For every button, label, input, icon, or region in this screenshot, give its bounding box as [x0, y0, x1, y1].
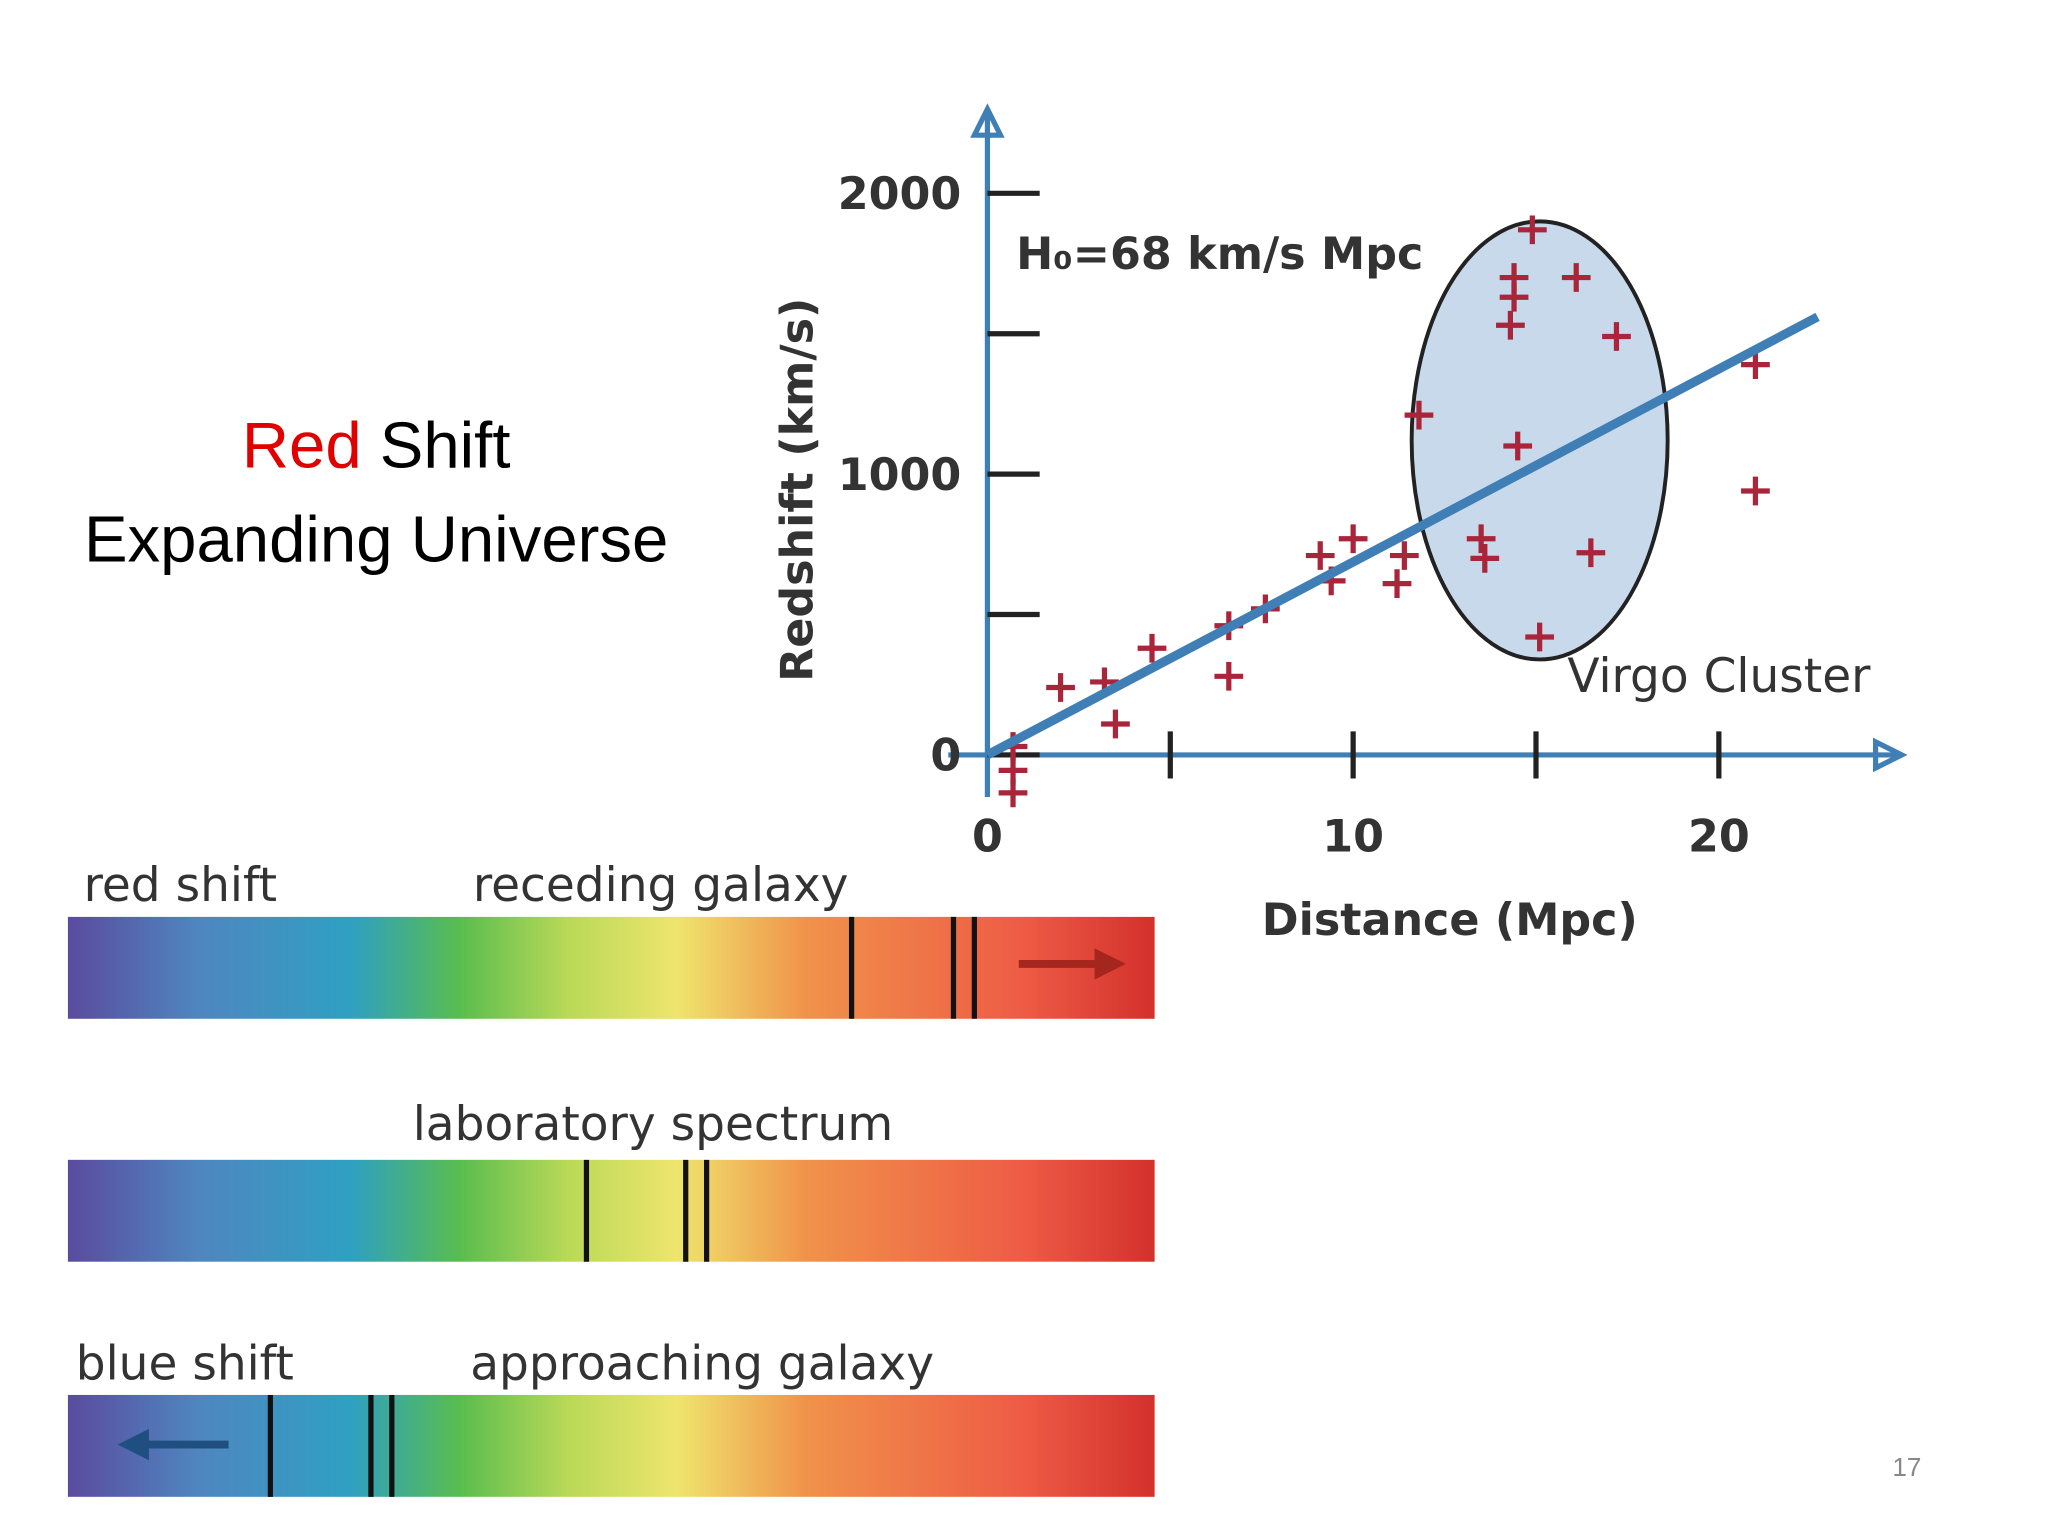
absorption-lines — [583, 1159, 710, 1262]
point — [1466, 524, 1496, 554]
spectrum-bar — [67, 916, 1155, 1019]
x-tick-label: 10 — [1322, 812, 1384, 863]
spectrum-label: blue shift — [76, 1336, 294, 1391]
point — [1576, 538, 1606, 568]
point — [1561, 263, 1591, 292]
fit-line — [985, 312, 1820, 759]
absorption-lines — [848, 916, 977, 1019]
point — [1470, 544, 1500, 573]
x-tick-label: 0 — [972, 812, 1003, 863]
point — [1602, 322, 1631, 351]
spectrum-label: laboratory spectrum — [413, 1097, 893, 1152]
arrow-head — [117, 1428, 149, 1461]
point — [1741, 350, 1770, 379]
slide-subtitle: Expanding Universe — [84, 503, 668, 576]
title-red: Red — [242, 409, 362, 482]
chart: Virgo Cluster 0 1000 2000 0 10 20 Distance (Mpc… — [772, 103, 1908, 946]
point — [1741, 476, 1770, 506]
point — [1404, 400, 1434, 430]
x-axis-arrow — [1872, 737, 1908, 773]
slide-title: Red Shift — [242, 409, 511, 482]
point — [1389, 541, 1419, 570]
spectrum-label: receding galaxy — [473, 858, 849, 913]
point — [1517, 215, 1547, 245]
point — [1137, 633, 1167, 663]
spectrum-label: approaching galaxy — [470, 1336, 934, 1391]
y-tick-label: 0 — [930, 731, 961, 782]
point — [1101, 709, 1130, 739]
spectra: red shift receding galaxy laboratory spe… — [67, 858, 1155, 1497]
point — [1382, 569, 1412, 599]
cluster-region — [1409, 219, 1670, 662]
x-tick-label: 20 — [1688, 812, 1750, 863]
point — [1046, 673, 1075, 702]
spectrum-bar — [67, 1159, 1155, 1262]
title-rest: Shift — [380, 409, 511, 482]
point — [1503, 431, 1533, 461]
annotation: H₀=68 km/s Mpc — [1016, 229, 1423, 280]
point — [1338, 524, 1368, 554]
point — [1305, 541, 1335, 570]
point — [1525, 622, 1555, 652]
arrow-head — [1094, 948, 1126, 980]
page-number: 17 — [1892, 1452, 1921, 1482]
y-tick-label: 1000 — [838, 450, 962, 501]
point — [998, 778, 1028, 808]
absorption-lines — [267, 1394, 395, 1497]
region-label: Virgo Cluster — [1567, 649, 1871, 704]
x-axis-label: Distance (Mpc) — [1262, 895, 1638, 946]
point — [1214, 661, 1244, 691]
point — [1496, 310, 1525, 340]
y-axis-arrow — [970, 103, 1005, 138]
point — [1499, 263, 1529, 292]
y-tick-label: 2000 — [838, 169, 962, 220]
y-axis-label: Redshift (km/s) — [772, 298, 823, 682]
spectrum-label: red shift — [84, 858, 278, 913]
spectrum-bar — [67, 1394, 1155, 1497]
